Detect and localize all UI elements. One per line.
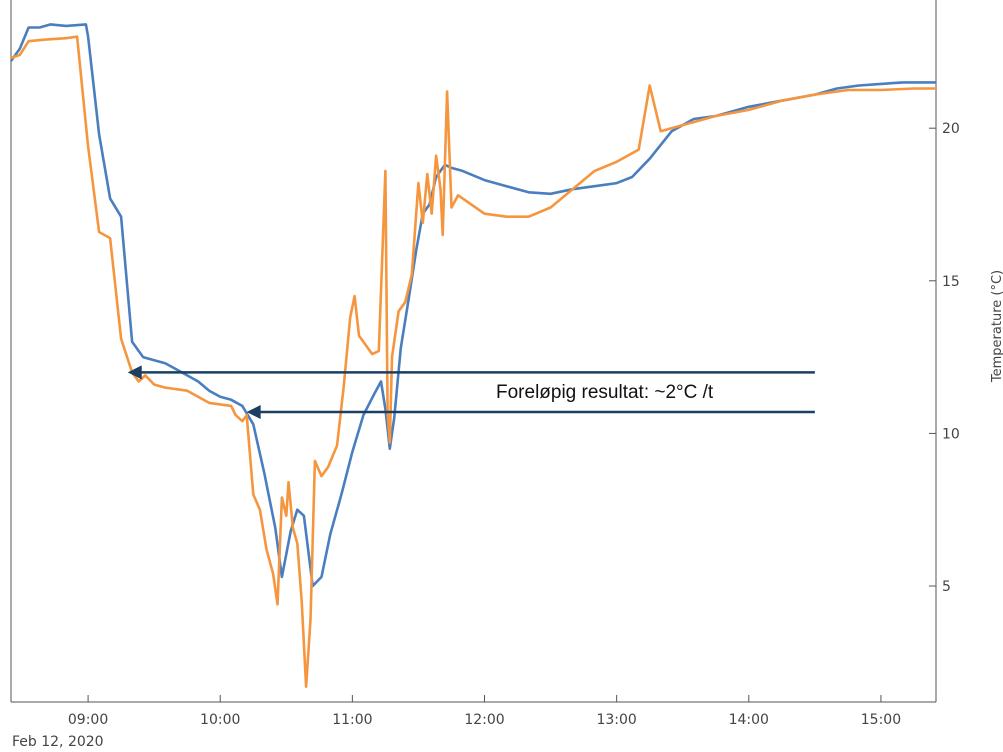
annotation-arrow-head-1 bbox=[127, 365, 142, 380]
x-tick-label: 12:00 bbox=[464, 712, 504, 728]
annotation-arrow-head-2 bbox=[246, 405, 261, 420]
x-tick-label: 09:00 bbox=[68, 712, 108, 728]
x-tick-label: 14:00 bbox=[729, 712, 769, 728]
series-line-2 bbox=[10, 35, 936, 689]
x-axis-date-label: Feb 12, 2020 bbox=[12, 734, 104, 750]
x-tick-label: 11:00 bbox=[332, 712, 372, 728]
y-tick-label: 10 bbox=[942, 426, 960, 442]
x-axis-ticks: 09:00 10:00 11:00 12:00 13:00 14:00 15:00 bbox=[68, 695, 901, 728]
y-tick-label: 15 bbox=[942, 274, 960, 290]
y-tick-label: 20 bbox=[942, 121, 960, 137]
annotation-text: Foreløpig resultat: ~2°C /t bbox=[496, 382, 714, 403]
x-tick-label: 10:00 bbox=[200, 712, 240, 728]
plot-frame bbox=[10, 0, 937, 703]
x-tick-label: 15:00 bbox=[861, 712, 901, 728]
y-axis-title: Temperature (°C) bbox=[990, 270, 1003, 383]
y-axis-ticks: 5 10 15 20 bbox=[929, 121, 960, 595]
series-layer bbox=[9, 23, 936, 689]
annotation-layer bbox=[127, 365, 815, 420]
x-tick-label: 13:00 bbox=[596, 712, 636, 728]
y-tick-label: 5 bbox=[942, 579, 951, 595]
series-line-1 bbox=[9, 23, 936, 588]
